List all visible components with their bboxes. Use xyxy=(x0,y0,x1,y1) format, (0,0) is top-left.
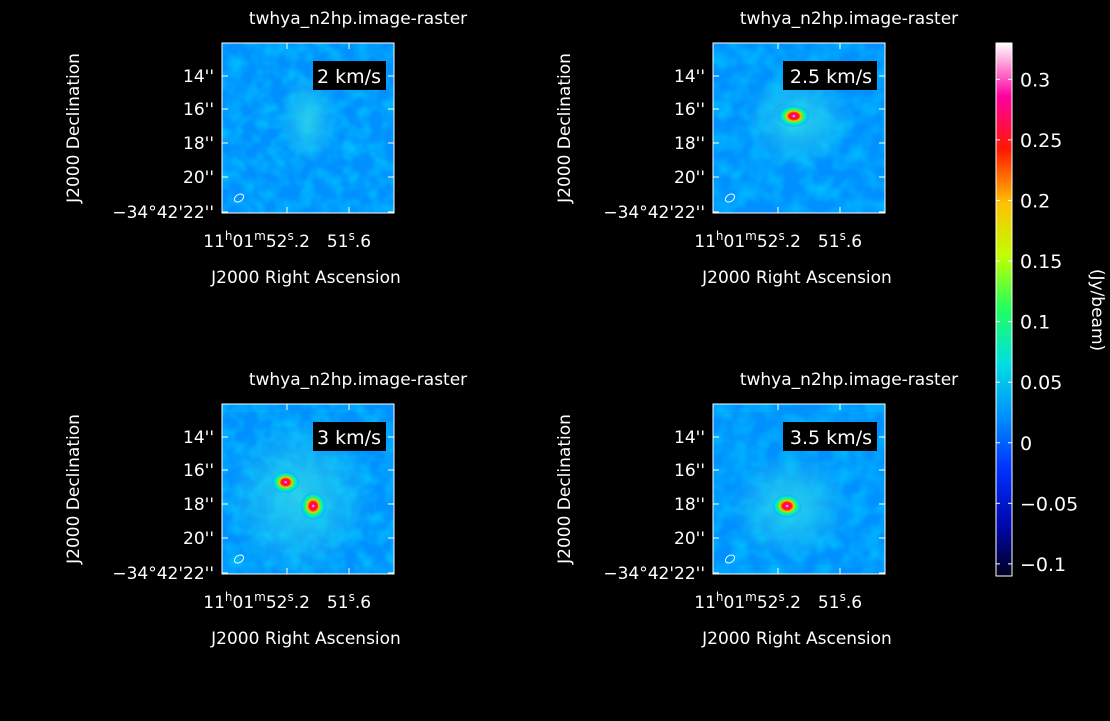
beam-ellipse xyxy=(724,193,736,203)
colorbar-tick-label: 0 xyxy=(1020,433,1032,455)
y-axis-label: J2000 Declination xyxy=(555,53,575,204)
colorbar-frame xyxy=(995,42,1013,577)
y-axis-label: J2000 Declination xyxy=(64,53,84,204)
x-axis-label: J2000 Right Ascension xyxy=(701,629,892,649)
x-tick-label: 51s.6 xyxy=(818,590,862,613)
panel-title: twhya_n2hp.image-raster xyxy=(249,370,467,390)
panels: twhya_n2hp.image-raster 2 km/s 14'' 16'' 18'… xyxy=(64,9,958,649)
y-tick-label: 20'' xyxy=(183,529,214,549)
y-tick-label: 18'' xyxy=(674,134,705,154)
velocity-label-text: 3.5 km/s xyxy=(790,427,872,449)
velocity-label: 3.5 km/s xyxy=(783,422,877,451)
beam-ellipse xyxy=(724,554,736,564)
emission-glow xyxy=(224,417,375,574)
x-axis-label: J2000 Right Ascension xyxy=(210,629,401,649)
colorbar-tick-label: 0.25 xyxy=(1020,130,1062,152)
y-tick-label: 20'' xyxy=(674,168,705,188)
x-tick-label: 11h01m52s.2 xyxy=(203,229,310,252)
velocity-label-box xyxy=(313,61,386,90)
emission-glow xyxy=(278,74,338,165)
y-tick-label: 16'' xyxy=(674,461,705,481)
panel-title: twhya_n2hp.image-raster xyxy=(249,9,467,29)
plot-frame xyxy=(712,42,886,214)
velocity-label-text: 2 km/s xyxy=(317,66,381,88)
panel-1: twhya_n2hp.image-raster 2 km/s 14'' 16'' 18'… xyxy=(64,9,467,288)
y-axis-label: J2000 Declination xyxy=(64,414,84,565)
x-tick-label: 11h01m52s.2 xyxy=(694,590,801,613)
colorbar-tick-label: −0.05 xyxy=(1020,493,1078,515)
emission-peak xyxy=(771,494,802,518)
panel-title: twhya_n2hp.image-raster xyxy=(740,370,958,390)
y-tick-label: 14'' xyxy=(674,428,705,448)
y-tick-label: 18'' xyxy=(674,495,705,515)
y-tick-label: −34°42'22'' xyxy=(603,203,705,223)
y-tick-label: 16'' xyxy=(674,100,705,120)
y-tick-label: −34°42'22'' xyxy=(112,564,214,584)
velocity-label: 2.5 km/s xyxy=(783,61,877,90)
colorbar-tick-label: 0.2 xyxy=(1020,190,1050,212)
y-tick-label: −34°42'22'' xyxy=(112,203,214,223)
colorbar-fill xyxy=(996,43,1012,576)
plot-frame xyxy=(221,42,395,214)
x-axis-label: J2000 Right Ascension xyxy=(210,268,401,288)
x-axis-label: J2000 Right Ascension xyxy=(701,268,892,288)
velocity-label: 3 km/s xyxy=(313,422,386,451)
colorbar-tick-label: 0.15 xyxy=(1020,251,1062,273)
colorbar: 0.3 0.25 0.2 0.15 0.1 0.05 0 −0.05 −0.1 (Jy/beam) xyxy=(995,42,1107,577)
velocity-label-text: 3 km/s xyxy=(317,427,381,449)
panel-title: twhya_n2hp.image-raster xyxy=(740,9,958,29)
emission-peak xyxy=(271,471,300,494)
colorbar-tick-label: 0.3 xyxy=(1020,69,1050,91)
velocity-label: 2 km/s xyxy=(313,61,386,90)
x-tick-label: 51s.6 xyxy=(818,229,862,252)
y-tick-label: 16'' xyxy=(183,461,214,481)
y-tick-label: 18'' xyxy=(183,134,214,154)
x-tick-label: 51s.6 xyxy=(327,229,371,252)
emission-peak xyxy=(300,492,327,520)
x-tick-label: 11h01m52s.2 xyxy=(203,590,310,613)
colorbar-tick-label: 0.05 xyxy=(1020,372,1062,394)
y-tick-label: 14'' xyxy=(183,428,214,448)
y-tick-label: 20'' xyxy=(674,529,705,549)
panel-4: twhya_n2hp.image-raster 3.5 km/s 14'' 16'' 1… xyxy=(555,370,958,649)
y-tick-label: 16'' xyxy=(183,100,214,120)
emission-peak xyxy=(777,105,810,128)
velocity-label-box xyxy=(783,61,877,90)
y-tick-label: 18'' xyxy=(183,495,214,515)
plot-frame xyxy=(221,403,395,575)
panel-2: twhya_n2hp.image-raster 2.5 km/s 14'' 16'' 1… xyxy=(555,9,958,288)
y-tick-label: 20'' xyxy=(183,168,214,188)
colorbar-label: (Jy/beam) xyxy=(1087,269,1107,351)
colorbar-tick-label: 0.1 xyxy=(1020,312,1050,334)
velocity-label-box xyxy=(313,422,386,451)
y-tick-label: 14'' xyxy=(183,67,214,87)
velocity-label-box xyxy=(783,422,877,451)
x-tick-label: 11h01m52s.2 xyxy=(694,229,801,252)
y-tick-label: −34°42'22'' xyxy=(603,564,705,584)
plot-frame xyxy=(712,403,886,575)
y-tick-label: 14'' xyxy=(674,67,705,87)
velocity-label-text: 2.5 km/s xyxy=(790,66,872,88)
colorbar-tick-label: −0.1 xyxy=(1020,554,1066,576)
beam-ellipse xyxy=(233,554,245,564)
x-tick-label: 51s.6 xyxy=(327,590,371,613)
y-axis-label: J2000 Declination xyxy=(555,414,575,565)
beam-ellipse xyxy=(233,193,245,203)
panel-3: twhya_n2hp.image-raster 3 km/s 14'' 16'' 18'… xyxy=(64,370,467,649)
